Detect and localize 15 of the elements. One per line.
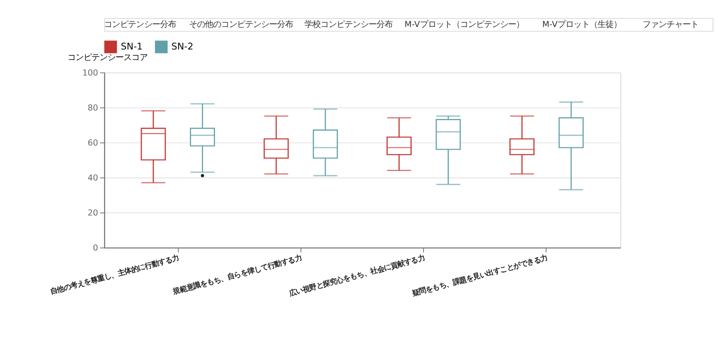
text: M-Vプロット（コンピテンシー）: [404, 19, 524, 30]
y-tick-label: 100: [82, 68, 98, 78]
text: その他のコンピテンシー分布: [189, 19, 294, 30]
text: M-Vプロット（生徒）: [542, 19, 622, 30]
y-tick-label: 80: [88, 102, 98, 113]
y-tick-label: 0: [92, 242, 98, 253]
y-tick-label: 20: [88, 208, 98, 218]
legend-label: SN-1: [120, 42, 143, 53]
text: コンピテンシー分布: [104, 19, 176, 30]
text: 学校コンピテンシー分布: [304, 19, 392, 30]
legend-label: SN-2: [171, 42, 194, 53]
text: ファンチャート: [642, 19, 698, 30]
y-tick-label: 60: [88, 138, 98, 148]
y-tick-label: 40: [88, 172, 98, 183]
y-axis-title: コンピテンシースコア: [68, 52, 148, 62]
